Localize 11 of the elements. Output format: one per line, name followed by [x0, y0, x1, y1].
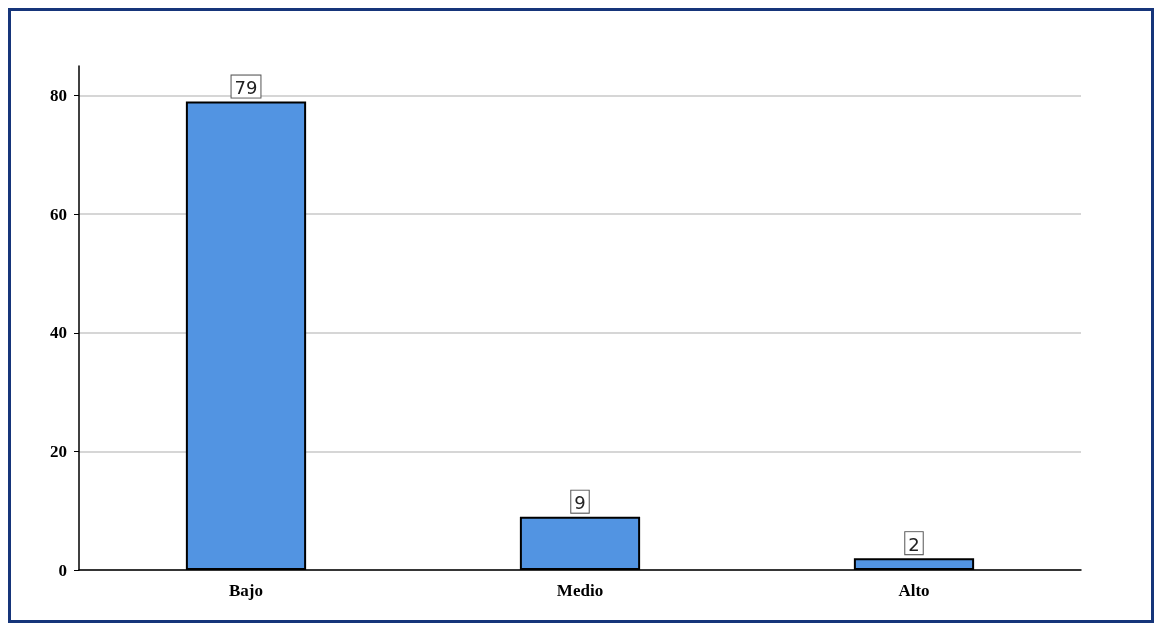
data-label: 79 [234, 77, 258, 99]
x-tick-label: Bajo [229, 581, 263, 600]
data-label: 2 [908, 533, 920, 555]
y-tick-label: 60 [50, 204, 67, 224]
y-tick-label: 20 [50, 441, 67, 461]
y-tick-label: 40 [50, 323, 67, 343]
y-tick-label: 0 [58, 560, 67, 580]
data-label: 9 [574, 492, 586, 514]
x-tick-label: Medio [556, 581, 604, 600]
x-tick-label: Alto [898, 581, 930, 600]
y-tick-label: 80 [50, 86, 67, 106]
